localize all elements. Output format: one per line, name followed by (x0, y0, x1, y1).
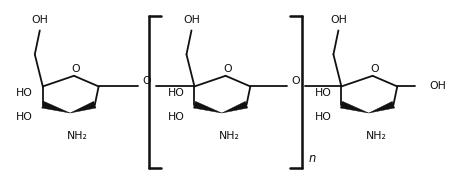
Text: OH: OH (183, 15, 200, 25)
Polygon shape (222, 101, 247, 113)
Text: O: O (292, 77, 300, 86)
Polygon shape (340, 101, 369, 113)
Text: HO: HO (16, 112, 33, 122)
Text: n: n (308, 152, 315, 165)
Text: O: O (223, 64, 232, 74)
Text: NH₂: NH₂ (365, 131, 387, 141)
Polygon shape (369, 101, 394, 113)
Text: OH: OH (330, 15, 347, 25)
Text: HO: HO (315, 88, 331, 98)
Text: HO: HO (168, 88, 184, 98)
Text: OH: OH (31, 15, 48, 25)
Text: HO: HO (315, 112, 331, 122)
Text: O: O (142, 77, 151, 86)
Text: O: O (370, 64, 379, 74)
Text: HO: HO (168, 112, 184, 122)
Text: OH: OH (429, 81, 446, 91)
Text: NH₂: NH₂ (219, 131, 240, 141)
Text: O: O (72, 64, 80, 74)
Text: NH₂: NH₂ (67, 131, 88, 141)
Polygon shape (70, 101, 96, 113)
Polygon shape (42, 101, 70, 113)
Text: HO: HO (16, 88, 33, 98)
Polygon shape (193, 101, 222, 113)
